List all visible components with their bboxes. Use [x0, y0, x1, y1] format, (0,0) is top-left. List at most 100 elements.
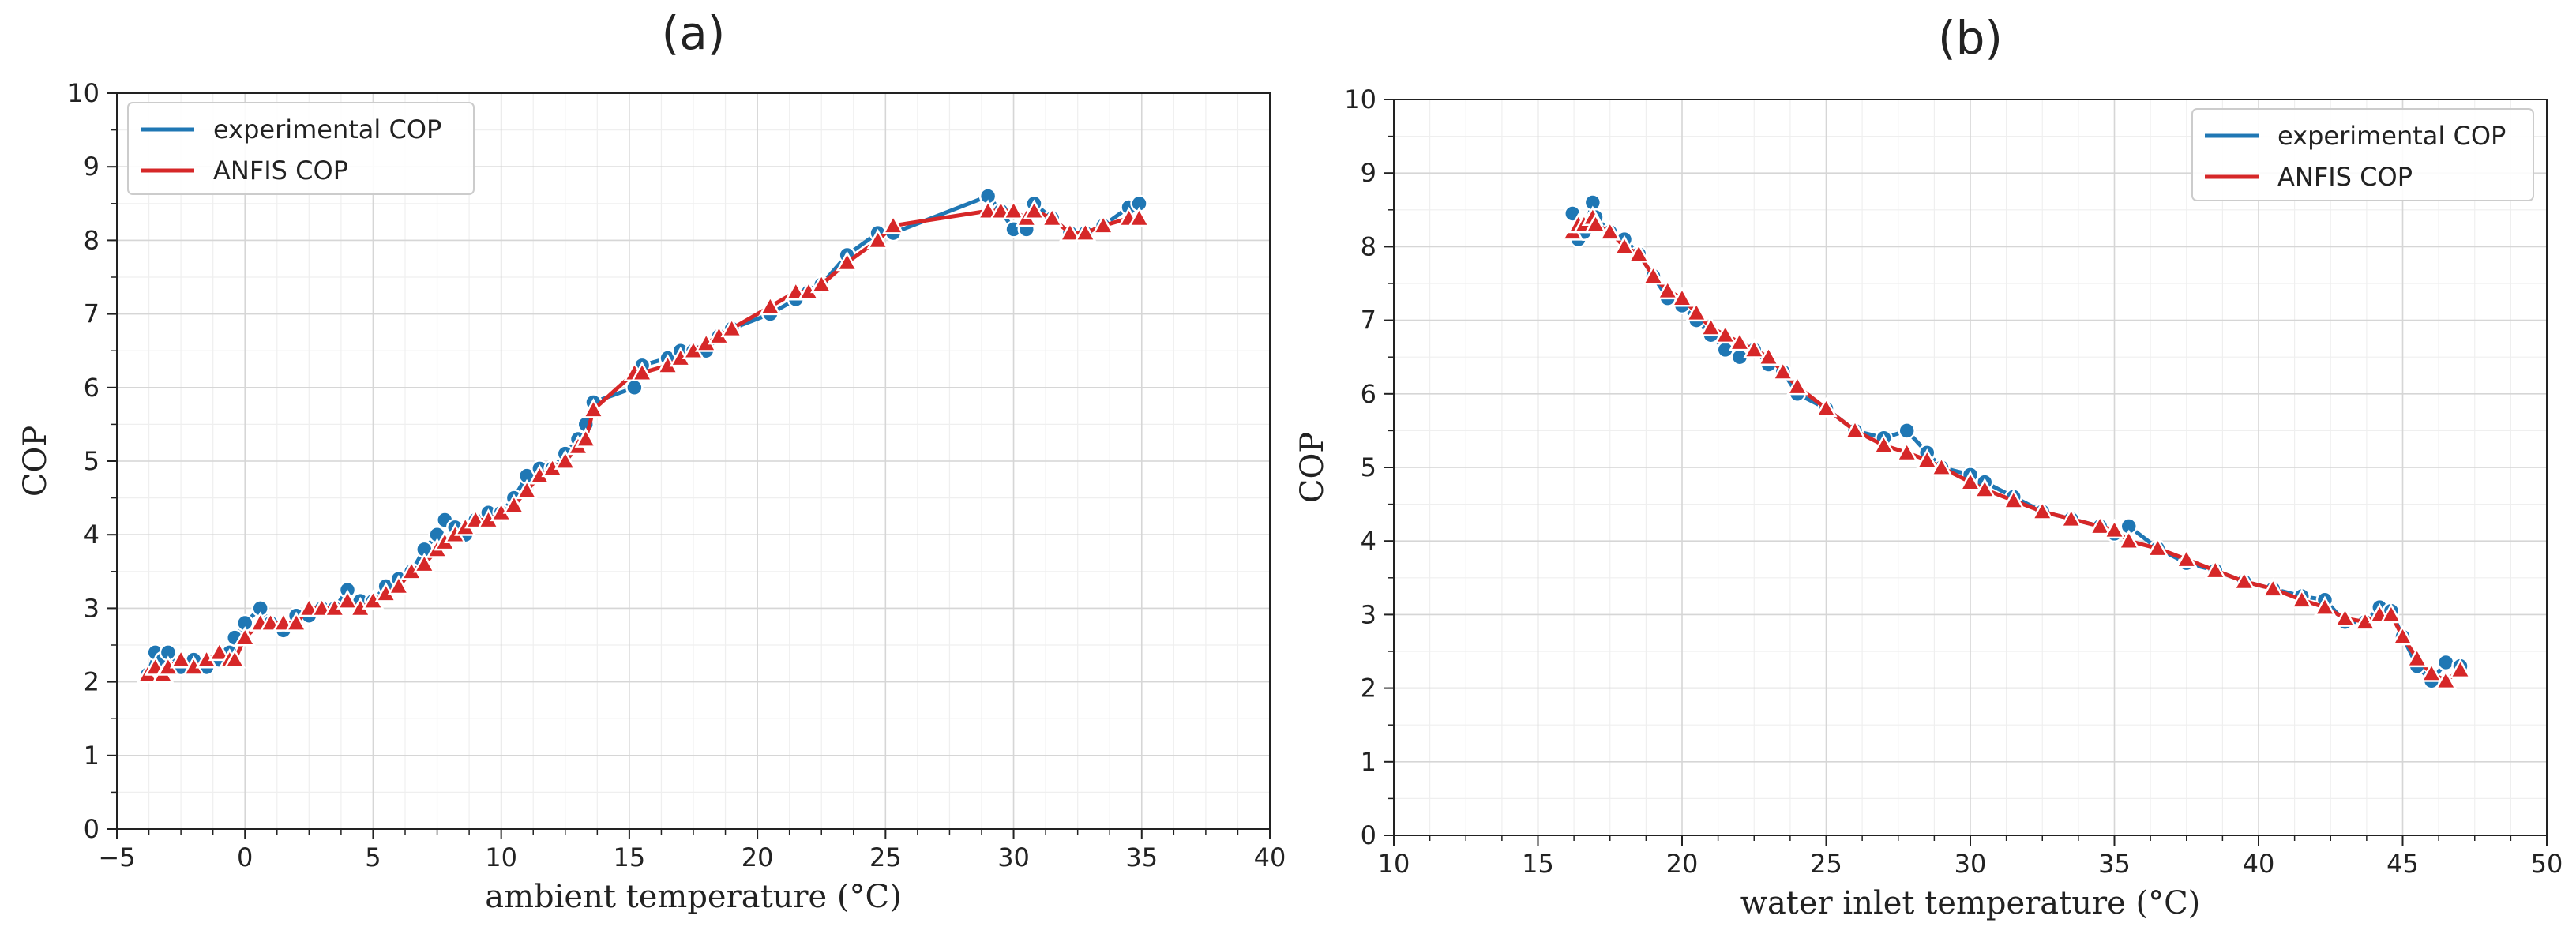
- data-point: [1815, 396, 1838, 418]
- tick-label-x: 20: [742, 842, 774, 872]
- data-point: [1757, 345, 1780, 366]
- data-point: [2117, 529, 2140, 550]
- tick-label-y: 2: [84, 667, 100, 697]
- data-point: [2031, 500, 2054, 520]
- tick-label-x: 25: [869, 842, 902, 872]
- legend-label: experimental COP: [213, 114, 441, 144]
- tick-label-y: 8: [1361, 231, 1376, 261]
- data-point: [2449, 658, 2472, 679]
- data-point: [1002, 199, 1025, 219]
- data-point: [2334, 606, 2356, 627]
- tick-label-x: 15: [614, 842, 646, 872]
- tick-label-y: 8: [84, 225, 100, 255]
- tick-label-x: −5: [98, 842, 135, 872]
- data-point: [1699, 316, 1722, 336]
- legend: experimental COP ANFIS COP: [127, 102, 475, 195]
- data-point: [336, 589, 359, 610]
- legend: experimental COP ANFIS COP: [2191, 108, 2534, 201]
- data-point: [582, 398, 605, 418]
- data-point: [2405, 647, 2428, 668]
- data-point: [2146, 536, 2169, 557]
- tick-label-x: 10: [485, 842, 517, 872]
- data-point: [2391, 625, 2414, 646]
- tick-label-x: 30: [1955, 849, 1987, 879]
- data-point: [2437, 653, 2455, 672]
- x-axis-label: ambient temperature (°C): [485, 879, 901, 915]
- data-point: [1023, 199, 1046, 219]
- data-point: [2103, 518, 2126, 539]
- tick-label-x: 5: [365, 842, 381, 872]
- tick-label-x: 15: [1522, 849, 1554, 879]
- chart-title: (a): [662, 6, 726, 60]
- data-point: [881, 214, 905, 234]
- data-point: [1743, 338, 1766, 358]
- tick-label-y: 9: [84, 152, 100, 182]
- data-point: [1843, 418, 1867, 440]
- chart-title: (b): [1938, 11, 2003, 65]
- data-point: [1930, 456, 1953, 476]
- data-point: [169, 648, 193, 669]
- data-point: [836, 250, 858, 272]
- data-point: [1584, 212, 1607, 234]
- tick-label-x: 0: [237, 842, 253, 872]
- tick-label-y: 4: [84, 520, 100, 550]
- tick-label-y: 10: [67, 78, 100, 108]
- data-point: [1058, 221, 1082, 242]
- data-point: [2435, 669, 2458, 690]
- data-point: [2290, 588, 2313, 609]
- tick-label-y: 5: [1361, 452, 1376, 482]
- tick-label-x: 25: [1810, 849, 1842, 879]
- data-point: [1613, 234, 1636, 256]
- tick-label-x: 40: [1254, 842, 1286, 872]
- series-anfis-cop: [136, 199, 1151, 684]
- data-point: [223, 648, 246, 669]
- data-point: [1728, 330, 1752, 351]
- data-point: [1128, 206, 1151, 227]
- data-point: [2175, 547, 2198, 568]
- data-point: [1074, 221, 1097, 242]
- data-point: [2379, 602, 2403, 624]
- series-line: [146, 208, 1140, 677]
- data-point: [2313, 595, 2337, 616]
- data-point: [866, 228, 889, 250]
- data-point: [208, 640, 231, 662]
- data-point: [1656, 279, 1679, 300]
- data-point: [234, 626, 257, 647]
- data-point: [2420, 662, 2443, 682]
- tick-label-y: 0: [84, 814, 100, 844]
- tick-label-y: 1: [1361, 747, 1376, 777]
- legend-frame: [2191, 108, 2534, 201]
- tick-label-y: 5: [84, 446, 100, 476]
- tick-label-x: 40: [2243, 849, 2275, 879]
- data-point: [413, 552, 436, 573]
- tick-label-y: 3: [1361, 599, 1376, 629]
- data-point: [284, 611, 308, 632]
- legend-label: ANFIS COP: [2277, 162, 2413, 192]
- tick-label-y: 10: [1344, 84, 1376, 114]
- tick-label-y: 7: [84, 299, 100, 329]
- data-point: [1714, 323, 1737, 344]
- tick-label-y: 0: [1361, 820, 1376, 850]
- data-point: [1598, 220, 1621, 241]
- y-axis-label: COP: [17, 426, 54, 497]
- tick-label-y: 2: [1361, 673, 1376, 704]
- data-point: [720, 317, 743, 338]
- data-point: [625, 378, 644, 397]
- tick-label-y: 1: [84, 741, 100, 771]
- data-point: [759, 295, 782, 316]
- data-point: [630, 361, 654, 382]
- x-axis-label: water inlet temperature (°C): [1740, 885, 2201, 921]
- data-point: [1973, 478, 1996, 498]
- data-point: [1786, 374, 1809, 396]
- tick-label-y: 3: [84, 593, 100, 623]
- data-point: [1872, 433, 1895, 454]
- data-point: [554, 449, 576, 470]
- data-point: [1642, 265, 1665, 285]
- data-point: [2232, 569, 2255, 591]
- data-point: [1091, 214, 1115, 234]
- series-anfis-cop: [1561, 205, 2472, 690]
- data-point: [515, 478, 539, 500]
